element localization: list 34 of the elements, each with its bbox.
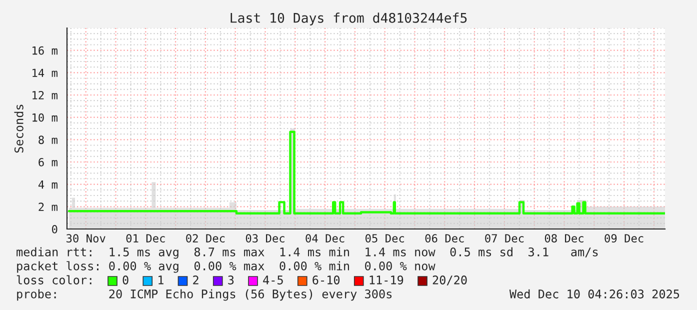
x-tick-label: 05 Dec [366, 234, 404, 243]
text: median rtt: 1.5 ms avg 8.7 ms max 1.4 ms min 1.4 ms now 0.5 ms sd 3.1 am/s [16, 247, 598, 259]
x-tick-label: 09 Dec [604, 234, 644, 243]
legend-label: 3 [228, 276, 234, 284]
y-tick-label: 14 m [32, 68, 58, 77]
text: Wed Dec 10 04:26:03 2025 [509, 289, 680, 298]
y-tick-label: 16 m [32, 46, 58, 55]
text: packet loss: 0.00 % avg 0.00 % max 0.00 % min 0.00 % now [17, 261, 436, 273]
legend-label: 0 [122, 276, 128, 284]
chart-title: Last 10 Days from d48103244ef5 [230, 12, 467, 26]
x-tick-label: 02 Dec [186, 234, 225, 243]
x-tick-label: 06 Dec [425, 234, 464, 243]
x-tick-label: 03 Dec [246, 234, 284, 243]
legend-label: 1 [158, 276, 164, 284]
y-tick-label: 0 [52, 225, 58, 234]
x-tick-label: 30 Nov [66, 234, 106, 243]
x-tick-label: 07 Dec [485, 234, 524, 243]
legend-label: 11-19 [370, 276, 404, 284]
legend-title: loss color: [16, 275, 92, 284]
x-tick-label: 08 Dec [544, 234, 584, 243]
y-tick-label: 12 m [32, 91, 58, 100]
legend-label: 20/20 [432, 276, 467, 286]
x-tick-label: 04 Dec [306, 234, 344, 243]
y-tick-label: 10 m [32, 113, 58, 122]
x-tick-label: 01 Dec [126, 234, 165, 243]
y-tick-label: 6 m [38, 158, 58, 166]
y-axis-title: Seconds [14, 104, 24, 153]
legend-label: 6-10 [312, 276, 340, 284]
text: probe: 20 ICMP Echo Pings (56 Bytes) every 300s [17, 289, 392, 301]
y-tick-label: 4 m [38, 180, 58, 189]
legend-label: 4-5 [263, 276, 283, 284]
y-tick-label: 8 m [38, 136, 58, 144]
y-tick-label: 2 m [38, 202, 58, 211]
legend-label: 2 [193, 276, 198, 284]
